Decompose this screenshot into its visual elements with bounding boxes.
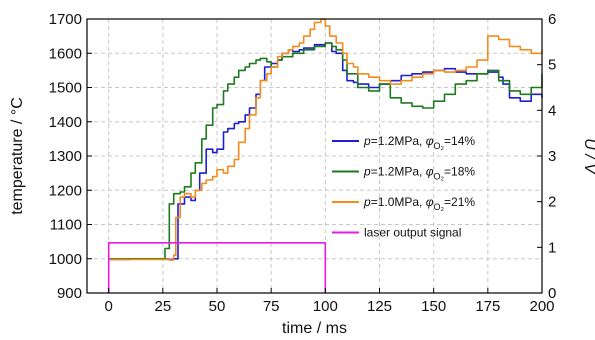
y-left-tick-label-7: 1600 bbox=[49, 45, 82, 62]
x-tick-label-3: 75 bbox=[263, 298, 280, 315]
grid bbox=[87, 18, 543, 294]
y-right-tick-label-1: 1 bbox=[548, 239, 556, 256]
y-left-tick-label-2: 1100 bbox=[50, 217, 82, 234]
x-tick-label-6: 150 bbox=[421, 298, 446, 315]
series-line-3 bbox=[107, 242, 327, 293]
x-tick-label-1: 25 bbox=[154, 298, 171, 315]
x-tick-label-8: 200 bbox=[529, 298, 554, 315]
y-left-tick-label-1: 1000 bbox=[49, 251, 82, 268]
legend-label-0: p=1.2MPa, φO₂=14% bbox=[363, 134, 475, 151]
series-layer bbox=[107, 18, 543, 293]
y-axis-left-label: temperature / °C bbox=[9, 97, 26, 215]
y-axis-right-label: U / V bbox=[581, 138, 595, 175]
y-left-tick-label-6: 1500 bbox=[49, 80, 82, 97]
y-right-tick-label-4: 4 bbox=[548, 102, 556, 119]
ticks-layer: 0 25 50 75 100 125 150 175 200900100011001200130… bbox=[49, 11, 557, 315]
y-right-tick-label-0: 0 bbox=[548, 285, 556, 302]
y-left-tick-label-3: 1200 bbox=[49, 182, 82, 199]
y-left-tick-label-5: 1400 bbox=[49, 114, 82, 131]
series-line-2 bbox=[108, 18, 543, 261]
y-right-tick-label-5: 5 bbox=[548, 57, 556, 74]
x-tick-label-4: 100 bbox=[313, 298, 338, 315]
y-right-tick-label-3: 3 bbox=[548, 148, 556, 165]
series-line-1 bbox=[108, 42, 543, 260]
y-left-tick-label-4: 1300 bbox=[49, 148, 82, 165]
y-left-tick-label-0: 900 bbox=[57, 285, 82, 302]
x-axis-label: time / ms bbox=[282, 320, 347, 337]
y-left-tick-label-8: 1700 bbox=[49, 11, 82, 28]
x-tick-label-5: 125 bbox=[367, 298, 392, 315]
legend-label-2: p=1.0MPa, φO₂=21% bbox=[363, 195, 475, 212]
y-right-tick-label-2: 2 bbox=[548, 194, 556, 211]
x-tick-label-2: 50 bbox=[209, 298, 226, 315]
x-tick-label-7: 175 bbox=[475, 298, 500, 315]
x-tick-label-0: 0 bbox=[104, 298, 112, 315]
legend-label-3: laser output signal bbox=[364, 226, 461, 240]
legend-label-1: p=1.2MPa, φO₂=18% bbox=[363, 165, 475, 182]
y-right-tick-label-6: 6 bbox=[548, 11, 556, 28]
legend: p=1.2MPa, φO₂=14% p=1.2MPa, φO₂=18% p=1.0M… bbox=[332, 134, 475, 240]
